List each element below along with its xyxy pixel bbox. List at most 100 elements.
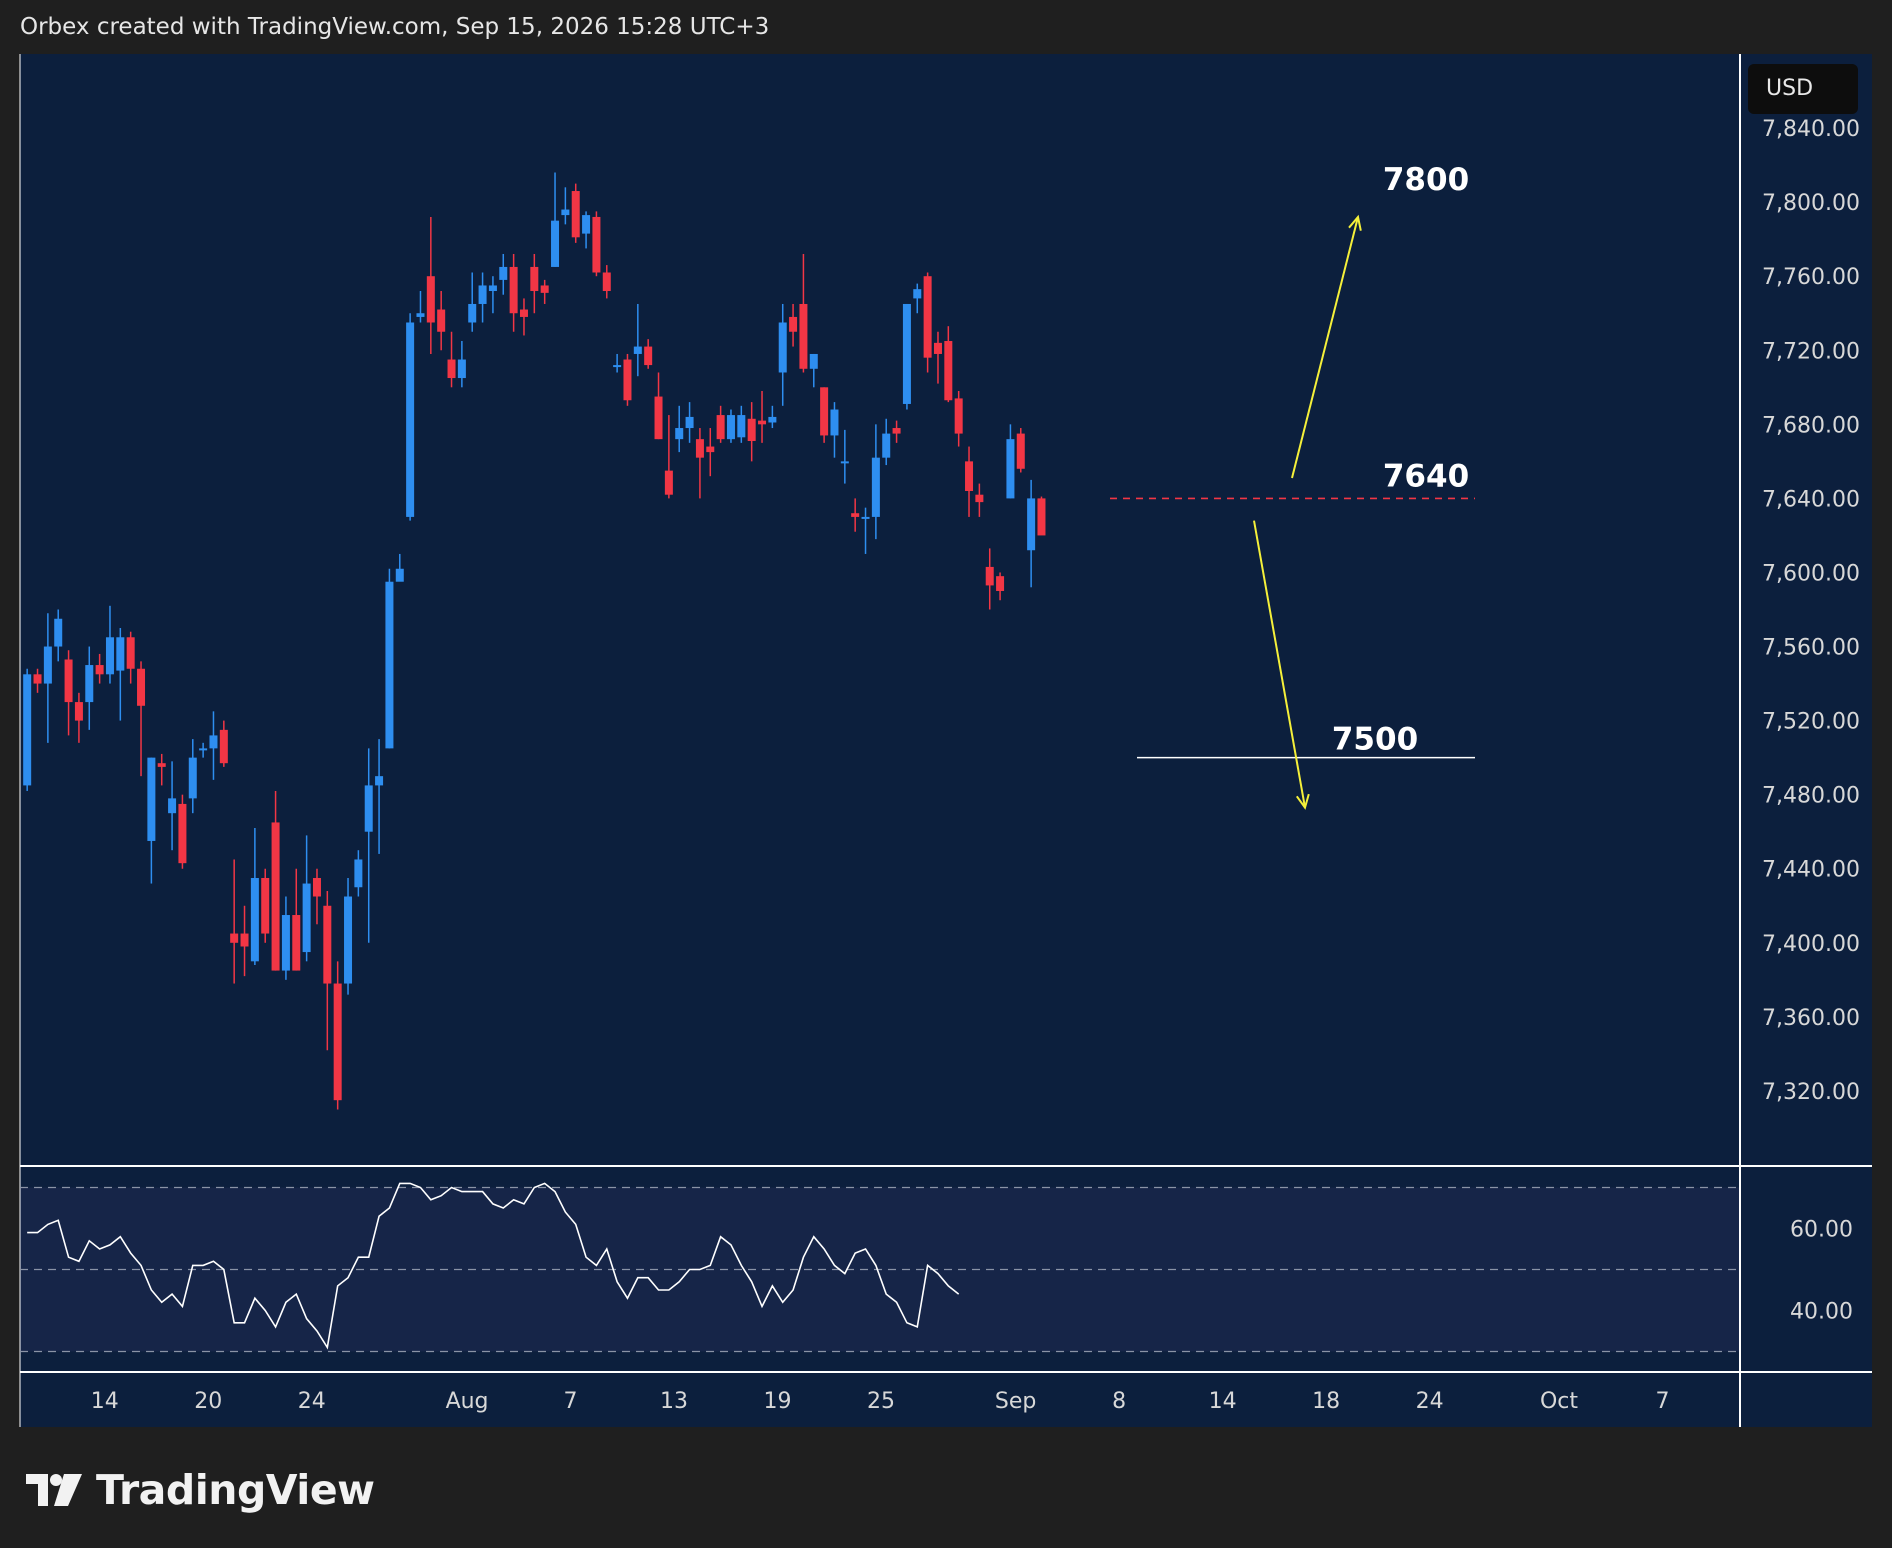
candle[interactable] [861,507,870,554]
candle[interactable] [209,711,218,780]
candle[interactable] [437,291,446,351]
candle[interactable] [105,605,114,684]
candle[interactable] [799,253,808,373]
candle[interactable] [364,748,373,943]
candle[interactable] [840,429,849,484]
candle[interactable] [561,187,570,225]
candle[interactable] [582,211,591,249]
candle[interactable] [633,303,642,377]
candle[interactable] [188,739,197,814]
candle[interactable] [871,424,880,540]
candle[interactable] [540,279,549,304]
candle[interactable] [716,405,725,443]
candle[interactable] [333,961,342,1110]
candle[interactable] [281,896,290,980]
candle[interactable] [95,653,104,684]
candle[interactable] [975,483,984,517]
candle[interactable] [571,183,580,243]
candle[interactable] [147,757,156,884]
candle[interactable] [157,753,166,786]
candle[interactable] [354,850,363,897]
candle[interactable] [126,631,135,684]
candle[interactable] [654,372,663,440]
candle[interactable] [178,794,187,869]
candle[interactable] [675,405,684,453]
candle[interactable] [344,877,353,995]
candle[interactable] [551,172,560,267]
candle[interactable] [43,613,52,743]
candle[interactable] [965,446,974,517]
candle[interactable] [623,353,632,406]
candle[interactable] [664,415,673,499]
candle[interactable] [33,668,42,693]
candle[interactable] [726,409,735,443]
candle[interactable] [168,761,177,851]
candle[interactable] [1006,424,1015,499]
candle[interactable] [944,326,953,403]
candle[interactable] [613,353,622,373]
candle[interactable] [250,827,259,966]
candle[interactable] [199,742,208,758]
candle[interactable] [240,905,249,977]
currency-badge[interactable]: USD [1748,64,1858,114]
candle[interactable] [499,253,508,295]
candle[interactable] [302,835,311,962]
candle[interactable] [447,331,456,388]
candle[interactable] [312,868,321,925]
candle[interactable] [685,402,694,443]
tradingview-logo[interactable]: TradingView [24,1462,375,1518]
candle[interactable] [530,253,539,314]
candle[interactable] [509,253,518,332]
candle[interactable] [1037,496,1046,536]
candle[interactable] [395,553,404,582]
candle[interactable] [695,428,704,499]
candle[interactable] [137,661,146,777]
candle[interactable] [261,868,270,943]
candle[interactable] [737,405,746,443]
candle[interactable] [1027,479,1036,588]
candle[interactable] [892,420,901,443]
candle[interactable] [830,402,839,458]
candle[interactable] [74,692,83,743]
candle[interactable] [758,391,767,443]
candle[interactable] [219,720,228,767]
candle[interactable] [913,283,922,314]
candle[interactable] [923,272,932,373]
candle[interactable] [747,402,756,462]
candle[interactable] [768,405,777,429]
candle[interactable] [592,211,601,277]
candle[interactable] [1016,428,1025,473]
candle[interactable] [789,303,798,347]
candle[interactable] [996,572,1005,601]
candle[interactable] [706,428,715,477]
candle[interactable] [85,646,94,730]
candle[interactable] [271,790,280,971]
candle[interactable] [851,498,860,532]
candle[interactable] [488,276,497,314]
candle[interactable] [116,628,125,721]
candle[interactable] [478,272,487,323]
candle[interactable] [954,391,963,447]
candle[interactable] [933,331,942,384]
candle[interactable] [54,609,63,662]
candle[interactable] [23,668,32,791]
candle[interactable] [230,859,239,984]
candle[interactable] [602,265,611,299]
candle[interactable] [457,341,466,388]
candle[interactable] [426,216,435,354]
candle[interactable] [985,548,994,610]
candle[interactable] [820,387,829,443]
candle[interactable] [64,650,73,736]
candle[interactable] [416,291,425,323]
candle[interactable] [882,418,891,466]
candle[interactable] [292,868,301,971]
candle[interactable] [902,303,911,410]
candle[interactable] [375,739,384,854]
candle[interactable] [644,339,653,369]
candle[interactable] [385,568,394,749]
candle[interactable] [519,298,528,336]
candle[interactable] [809,353,818,388]
candle[interactable] [406,313,415,521]
candle[interactable] [468,272,477,332]
